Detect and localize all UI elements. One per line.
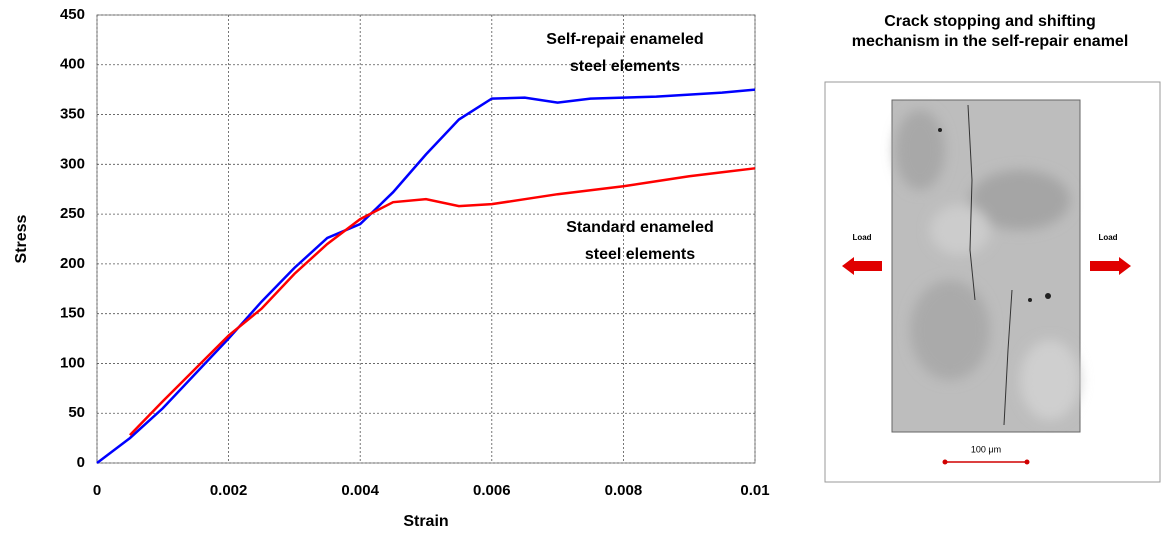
x-axis-label: Strain [403,513,448,530]
y-tick-label: 200 [60,255,85,272]
annotation: Standard enameled [566,219,714,236]
load-label: Load [1098,233,1117,242]
scale-bar-end [943,460,948,465]
x-tick-label: 0.004 [341,482,379,499]
x-tick-label: 0 [93,482,101,499]
page: Stress Strain 0 50 100 150 200 250 300 350 400 45… [0,0,1176,533]
x-tick-label: 0.008 [605,482,643,499]
plot: 0 50 100 150 200 250 300 350 400 450 0 0.002 0.004 0.… [60,6,770,499]
pore [1028,298,1032,302]
load-label: Load [852,233,871,242]
y-tick-label: 100 [60,354,85,371]
y-tick-label: 50 [68,404,85,421]
scale-label: 100 μm [971,444,1001,454]
annotation: Self-repair enameled [546,31,703,48]
y-axis-label: Stress [13,214,30,263]
panel: Crack stopping and shifting mechanism in… [825,13,1160,482]
panel-title: Crack stopping and shifting [884,13,1096,30]
y-tick-label: 300 [60,155,85,172]
annotation: steel elements [570,58,680,75]
y-tick-label: 150 [60,305,85,322]
pore [938,128,942,132]
y-tick-label: 400 [60,56,85,73]
scale-bar-end [1025,460,1030,465]
y-tick-label: 0 [77,454,85,471]
x-tick-label: 0.01 [740,482,769,499]
y-tick-label: 350 [60,106,85,123]
y-tick-label: 450 [60,6,85,23]
x-tick-label: 0.002 [210,482,248,499]
x-tick-label: 0.006 [473,482,511,499]
annotation: steel elements [585,246,695,263]
plot-area [97,15,755,463]
y-tick-label: 250 [60,205,85,222]
panel-title: mechanism in the self-repair enamel [852,33,1129,50]
pore [1045,293,1051,299]
